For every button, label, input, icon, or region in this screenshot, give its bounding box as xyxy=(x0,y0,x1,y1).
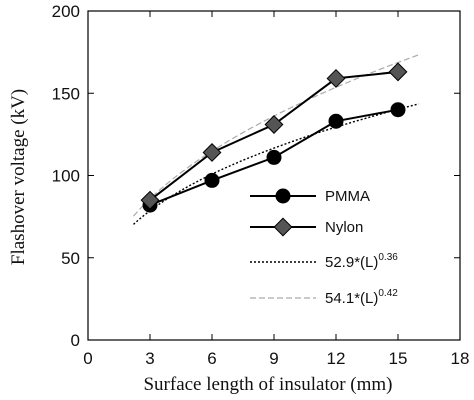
x-tick-label: 15 xyxy=(389,349,408,368)
data-series xyxy=(140,62,408,213)
y-tick-label: 150 xyxy=(52,84,80,103)
legend-label-exponent: 0.36 xyxy=(378,252,398,263)
data-point-diamond xyxy=(273,217,293,237)
data-point-diamond xyxy=(140,190,160,210)
data-point-diamond xyxy=(202,143,222,162)
legend-entry: 54.1*(L)0.42 xyxy=(250,288,398,307)
legend-label-text: PMMA xyxy=(325,188,370,205)
data-point-circle xyxy=(328,113,344,129)
legend-label: PMMA xyxy=(325,188,370,205)
data-point-circle xyxy=(266,149,282,165)
x-axis-label: Surface length of insulator (mm) xyxy=(143,374,392,395)
x-tick-label: 18 xyxy=(451,349,470,368)
legend: PMMA Nylon 52.9*(L)0.36 54.1*(L)0.42 xyxy=(250,188,398,307)
legend-label: 54.1*(L)0.42 xyxy=(325,288,398,307)
y-axis-label: Flashover voltage (kV) xyxy=(8,89,29,265)
y-tick-label: 200 xyxy=(52,2,80,21)
y-tick-label: 50 xyxy=(61,249,80,268)
data-point-diamond xyxy=(388,62,408,82)
data-point-circle xyxy=(204,172,220,188)
fit-curve xyxy=(133,54,419,217)
legend-label-exponent: 0.42 xyxy=(378,288,398,299)
legend-label-text: 52.9*(L) xyxy=(325,254,378,271)
data-point-circle xyxy=(275,188,291,204)
data-point-diamond xyxy=(326,68,346,88)
x-tick-label: 9 xyxy=(269,349,278,368)
y-tick-label: 100 xyxy=(52,167,80,186)
x-tick-label: 12 xyxy=(327,349,346,368)
x-tick-label: 0 xyxy=(83,349,92,368)
legend-label-text: 54.1*(L) xyxy=(325,290,378,307)
y-axis-ticks: 0 50 100 150 200 xyxy=(52,2,460,350)
legend-label-text: Nylon xyxy=(325,219,363,236)
legend-label: 52.9*(L)0.36 xyxy=(325,252,398,271)
legend-entry: PMMA xyxy=(250,188,370,205)
legend-label: Nylon xyxy=(325,219,363,236)
x-tick-label: 3 xyxy=(145,349,154,368)
x-tick-label: 6 xyxy=(207,349,216,368)
legend-entry: Nylon xyxy=(250,217,363,237)
legend-entry: 52.9*(L)0.36 xyxy=(250,252,398,271)
fit-curves xyxy=(133,54,419,225)
data-point-circle xyxy=(390,102,406,118)
y-tick-label: 0 xyxy=(71,331,80,350)
x-axis-ticks: 0 3 6 9 12 15 18 xyxy=(83,11,469,368)
data-point-diamond xyxy=(264,115,284,134)
